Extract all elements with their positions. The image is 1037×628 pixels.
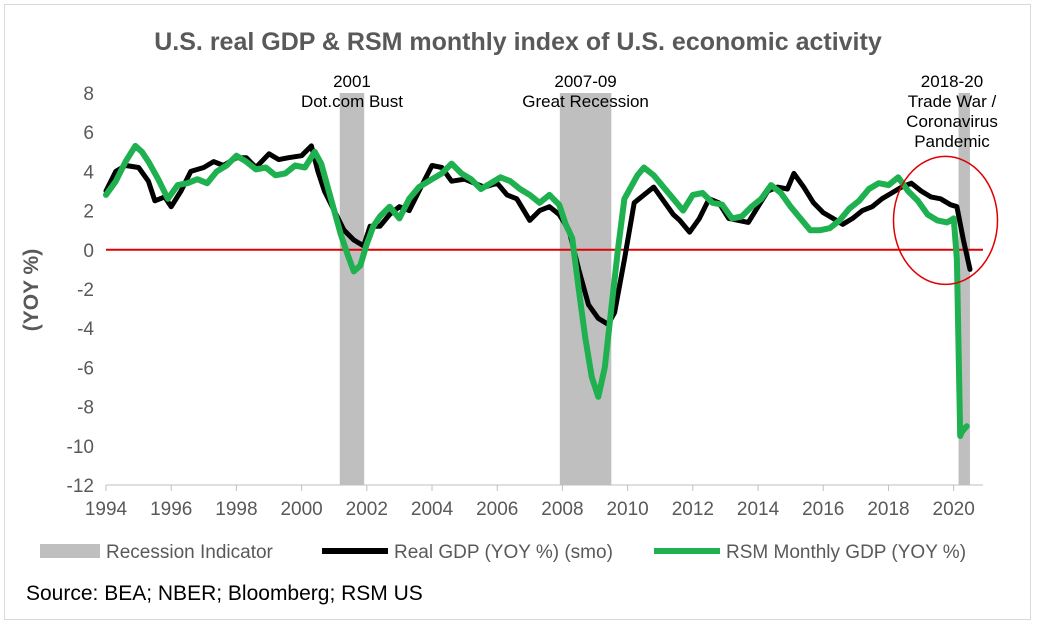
x-tick-label: 2008 xyxy=(541,499,583,520)
x-tick-label: 2006 xyxy=(476,499,518,520)
recession-label-0-line-0: 2001 xyxy=(333,72,371,91)
recession-label-2-line-0: 2018-20 xyxy=(921,72,983,91)
series-line-real-gdp xyxy=(103,143,973,327)
recession-label-2-line-2: Coronavirus xyxy=(906,112,998,131)
x-tick-label: 2018 xyxy=(867,499,909,520)
x-tick-label: 1996 xyxy=(150,499,192,520)
y-tick-label: -6 xyxy=(77,358,94,379)
x-tick-label: 2002 xyxy=(346,499,388,520)
recession-band-0 xyxy=(339,93,365,485)
x-tick-label: 2000 xyxy=(280,499,322,520)
series-line-rsm-gdp xyxy=(103,142,970,439)
y-tick-label: -12 xyxy=(67,476,94,497)
recession-label-2-line-1: Trade War / xyxy=(908,92,997,111)
x-tick-label: 1994 xyxy=(85,499,128,520)
x-tick-label: 2014 xyxy=(737,499,780,520)
source-note: Source: BEA; NBER; Bloomberg; RSM US xyxy=(26,582,423,605)
recession-bands xyxy=(339,93,970,485)
overlay xyxy=(892,155,999,286)
y-tick-label: -2 xyxy=(77,280,94,301)
y-tick-label: 4 xyxy=(83,162,94,183)
recession-band-2 xyxy=(958,93,970,485)
y-tick-label: -8 xyxy=(77,398,94,419)
y-tick-label: -4 xyxy=(77,319,94,340)
y-tick-label: 8 xyxy=(83,84,94,105)
x-tick-label: 2012 xyxy=(672,499,714,520)
x-tick-label: 2020 xyxy=(933,499,975,520)
y-tick-label: 6 xyxy=(83,123,94,144)
highlight-circle xyxy=(892,155,999,286)
x-tick-label: 2016 xyxy=(802,499,844,520)
series-lines xyxy=(103,142,973,439)
legend: Recession Indicator Real GDP (YOY %) (sm… xyxy=(40,542,966,563)
recession-label-2-line-3: Pandemic xyxy=(914,132,990,151)
y-tick-label: 0 xyxy=(83,241,94,262)
legend-label-recession: Recession Indicator xyxy=(106,542,274,563)
y-tick-label: 2 xyxy=(83,202,94,223)
x-tick-label: 2004 xyxy=(411,499,454,520)
chart-title: U.S. real GDP & RSM monthly index of U.S… xyxy=(154,28,882,56)
legend-label-real-gdp: Real GDP (YOY %) (smo) xyxy=(394,542,613,563)
recession-label-1-line-1: Great Recession xyxy=(522,92,649,111)
legend-label-rsm-gdp: RSM Monthly GDP (YOY %) xyxy=(726,542,966,563)
y-tick-label: -10 xyxy=(67,437,94,458)
legend-swatch-recession xyxy=(40,544,100,558)
recession-label-0-line-1: Dot.com Bust xyxy=(301,92,403,111)
recession-label-1-line-0: 2007-09 xyxy=(554,72,616,91)
y-axis-label: (YOY %) xyxy=(20,249,43,331)
x-tick-label: 1998 xyxy=(215,499,257,520)
x-tick-label: 2010 xyxy=(606,499,648,520)
chart-frame xyxy=(4,4,1031,620)
